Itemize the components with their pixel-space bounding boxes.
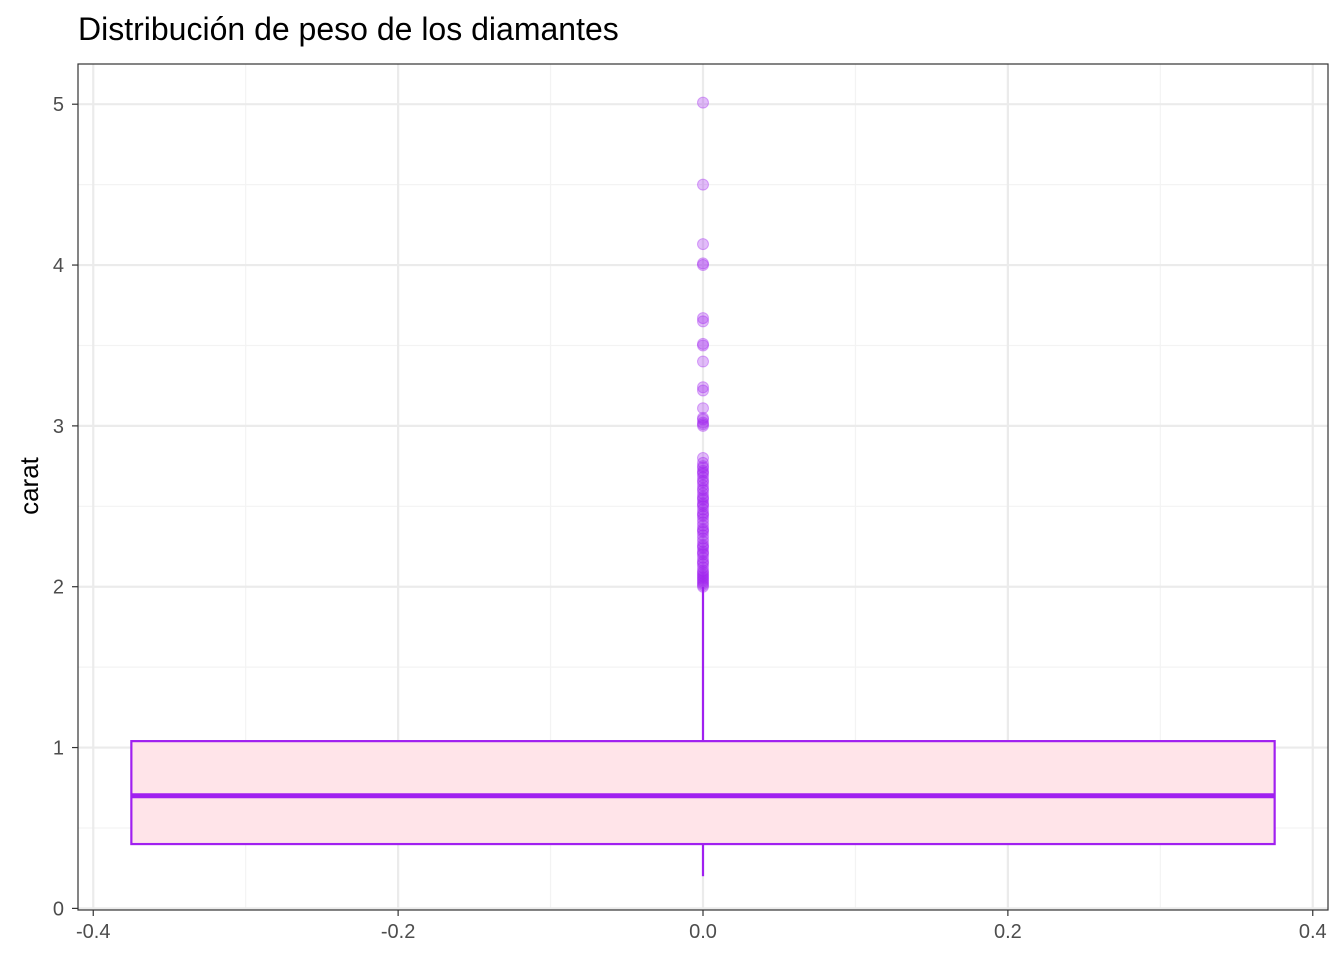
outlier-point	[697, 490, 709, 503]
outlier-point	[697, 513, 709, 526]
x-tick-label: -0.4	[76, 921, 110, 943]
outlier-point	[697, 554, 709, 567]
outlier-point	[697, 558, 709, 571]
outlier-point	[697, 315, 709, 328]
chart-title: Distribución de peso de los diamantes	[78, 11, 619, 47]
outlier-point	[697, 508, 709, 521]
x-tick-label: 0.2	[994, 921, 1022, 943]
outlier-point	[697, 419, 709, 432]
outlier-point	[697, 452, 709, 465]
outlier-point	[697, 461, 709, 474]
outlier-point	[697, 545, 709, 558]
outlier-point	[697, 413, 709, 426]
outlier-point	[697, 474, 709, 487]
outlier-point	[697, 411, 709, 424]
outlier-point	[697, 492, 709, 505]
outlier-point	[697, 493, 709, 506]
outlier-point	[697, 460, 709, 473]
outlier-point	[697, 535, 709, 548]
outlier-point	[697, 567, 709, 580]
outlier-point	[697, 561, 709, 574]
box-group	[130, 586, 1276, 877]
outlier-point	[697, 381, 709, 394]
outlier-point	[697, 551, 709, 564]
outlier-point	[697, 466, 709, 479]
outlier-point	[697, 575, 709, 588]
outlier-point	[697, 566, 709, 579]
outlier-point	[697, 540, 709, 553]
axes: -0.4 -0.2 0.0 0.2 0.4 0 1 2 3 4 5	[53, 63, 1329, 943]
x-tick-label: 0.0	[689, 921, 717, 943]
outlier-point	[697, 337, 709, 350]
outlier-point	[697, 538, 709, 551]
outlier-point	[697, 471, 709, 484]
outlier-point	[697, 178, 709, 191]
outlier-point	[697, 312, 709, 325]
outlier-point	[697, 556, 709, 569]
outlier-point	[697, 574, 709, 587]
outlier-point	[697, 509, 709, 522]
outlier-point	[697, 516, 709, 529]
y-tick-label: 1	[53, 738, 64, 760]
outlier-point	[697, 339, 709, 352]
outlier-point	[697, 468, 709, 481]
outlier-point	[697, 482, 709, 495]
outlier-point	[697, 529, 709, 542]
outlier-point	[697, 519, 709, 532]
box-iqr	[130, 740, 1276, 846]
outlier-point	[697, 503, 709, 516]
outlier-point	[697, 506, 709, 519]
outlier-point	[697, 579, 709, 592]
outlier-point	[697, 384, 709, 397]
outlier-point	[697, 571, 709, 584]
outlier-point	[697, 418, 709, 431]
outlier-points	[697, 96, 709, 593]
y-tick-label: 4	[53, 255, 64, 277]
outlier-point	[697, 476, 709, 489]
y-tick-label: 5	[53, 94, 64, 116]
outlier-point	[697, 542, 709, 555]
x-tick-label: -0.2	[381, 921, 415, 943]
outlier-point	[697, 497, 709, 510]
outlier-point	[697, 522, 709, 535]
y-tick-label: 0	[53, 898, 64, 920]
outlier-point	[697, 257, 709, 270]
outlier-point	[697, 524, 709, 537]
outlier-point	[697, 546, 709, 559]
x-tick-label: 0.4	[1299, 921, 1327, 943]
outlier-point	[697, 464, 709, 477]
outlier-point	[697, 238, 709, 251]
y-axis-label: carat	[14, 456, 44, 515]
y-tick-label: 3	[53, 416, 64, 438]
outlier-point	[697, 569, 709, 582]
outlier-point	[697, 580, 709, 593]
outlier-point	[697, 484, 709, 497]
outlier-point	[697, 259, 709, 272]
outlier-point	[697, 416, 709, 429]
outlier-point	[697, 402, 709, 415]
outlier-point	[697, 526, 709, 539]
outlier-point	[697, 498, 709, 511]
outlier-point	[697, 456, 709, 469]
outlier-point	[697, 96, 709, 109]
outlier-point	[697, 479, 709, 492]
outlier-point	[697, 355, 709, 368]
outlier-point	[697, 500, 709, 513]
outlier-point	[697, 564, 709, 577]
y-tick-label: 2	[53, 577, 64, 599]
outlier-point	[697, 572, 709, 585]
outlier-point	[697, 487, 709, 500]
outlier-point	[697, 532, 709, 545]
outlier-point	[697, 577, 709, 590]
outlier-point	[697, 548, 709, 561]
